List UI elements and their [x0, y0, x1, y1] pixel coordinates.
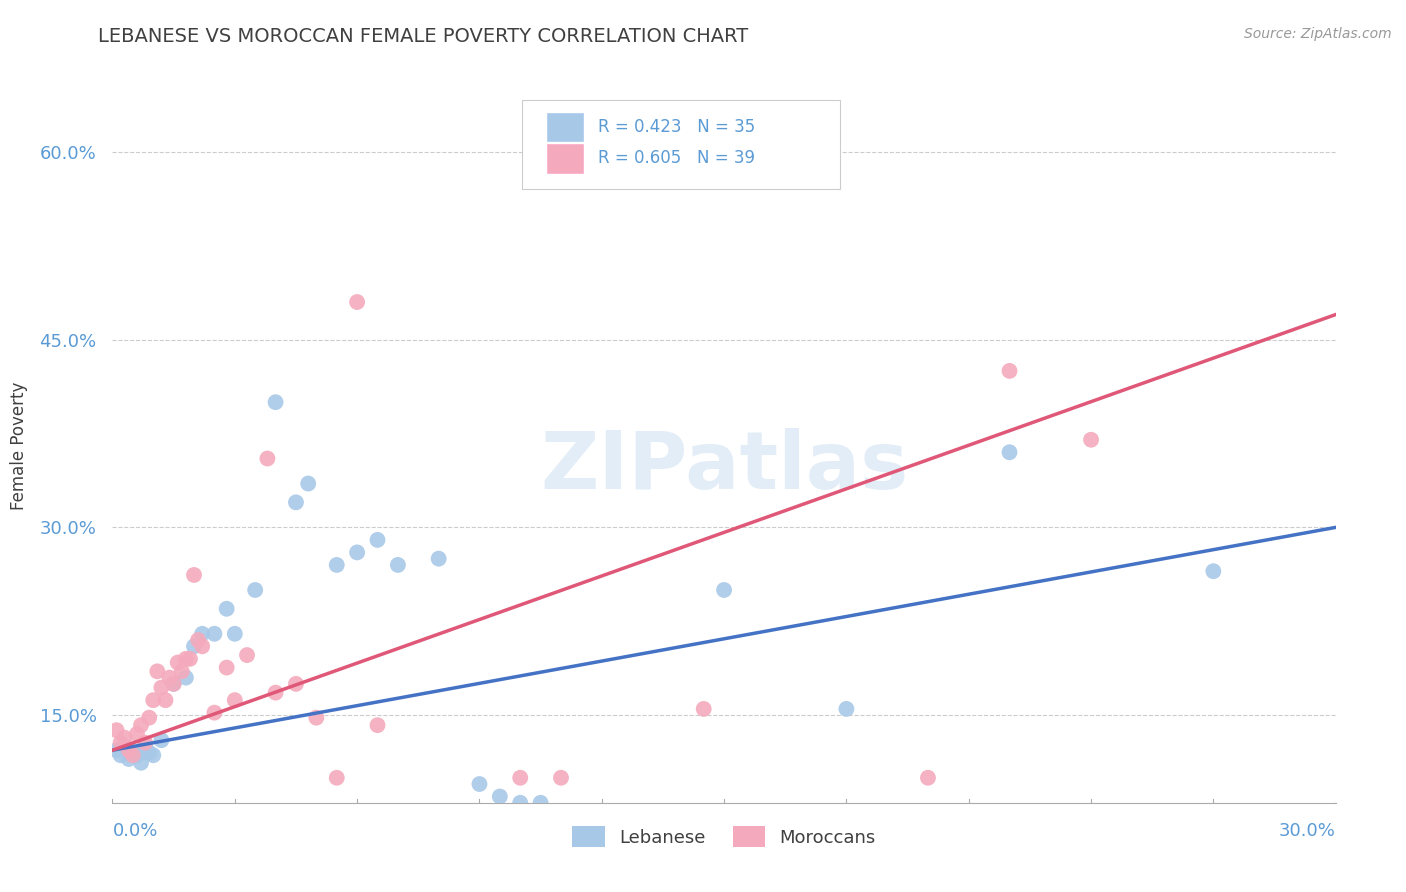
Point: [284, 495, 308, 509]
Point: [142, 693, 165, 707]
Point: [183, 640, 205, 654]
Point: [146, 665, 169, 679]
Point: [191, 627, 214, 641]
Point: [129, 756, 152, 770]
Point: [114, 739, 136, 754]
Point: [125, 727, 148, 741]
Point: [305, 711, 328, 725]
Point: [1080, 433, 1102, 447]
FancyBboxPatch shape: [547, 145, 583, 173]
Point: [326, 771, 349, 785]
Point: [150, 733, 173, 747]
Point: [835, 702, 858, 716]
Point: [125, 748, 148, 763]
Text: ZIPatlas: ZIPatlas: [540, 428, 908, 507]
Point: [998, 364, 1021, 378]
Point: [105, 723, 128, 738]
Point: [204, 706, 226, 720]
Point: [366, 718, 388, 732]
Point: [215, 601, 238, 615]
Point: [142, 748, 165, 763]
Point: [245, 582, 267, 597]
Point: [284, 677, 308, 691]
Text: 0.0%: 0.0%: [112, 822, 157, 839]
Point: [427, 551, 450, 566]
Point: [138, 711, 160, 725]
Point: [1202, 564, 1225, 578]
Point: [509, 796, 531, 810]
Y-axis label: Female Poverty: Female Poverty: [10, 382, 28, 510]
Point: [191, 640, 214, 654]
Text: LEBANESE VS MOROCCAN FEMALE POVERTY CORRELATION CHART: LEBANESE VS MOROCCAN FEMALE POVERTY CORR…: [98, 27, 748, 45]
Text: R = 0.423   N = 35: R = 0.423 N = 35: [598, 118, 755, 136]
Point: [170, 665, 193, 679]
Point: [346, 295, 368, 310]
Point: [163, 677, 186, 691]
Point: [236, 648, 259, 662]
Point: [122, 748, 145, 763]
Point: [174, 652, 197, 666]
Point: [118, 743, 141, 757]
Point: [346, 545, 368, 559]
Point: [138, 746, 160, 760]
Point: [134, 739, 156, 754]
Point: [163, 677, 186, 691]
Point: [118, 752, 141, 766]
Point: [159, 671, 181, 685]
Point: [114, 731, 136, 745]
Point: [998, 445, 1021, 459]
Point: [215, 660, 238, 674]
Point: [150, 681, 173, 695]
Point: [174, 671, 197, 685]
Point: [256, 451, 278, 466]
Point: [105, 743, 128, 757]
Point: [366, 533, 388, 547]
Point: [179, 652, 201, 666]
Point: [297, 476, 319, 491]
Point: [326, 558, 349, 572]
Point: [110, 736, 132, 750]
Point: [155, 693, 177, 707]
FancyBboxPatch shape: [522, 100, 841, 189]
Point: [134, 736, 156, 750]
Point: [187, 633, 209, 648]
Point: [264, 685, 287, 699]
Point: [509, 771, 531, 785]
Point: [110, 748, 132, 763]
FancyBboxPatch shape: [547, 112, 583, 141]
Legend: Lebanese, Moroccans: Lebanese, Moroccans: [565, 819, 883, 855]
Point: [550, 771, 572, 785]
Point: [122, 746, 145, 760]
Text: R = 0.605   N = 39: R = 0.605 N = 39: [598, 150, 755, 168]
Point: [166, 656, 188, 670]
Point: [204, 627, 226, 641]
Point: [129, 718, 152, 732]
Point: [224, 693, 246, 707]
Point: [489, 789, 512, 804]
Point: [713, 582, 735, 597]
Point: [917, 771, 939, 785]
Point: [183, 568, 205, 582]
Point: [529, 796, 551, 810]
Point: [468, 777, 491, 791]
Point: [387, 558, 409, 572]
Point: [264, 395, 287, 409]
Text: Source: ZipAtlas.com: Source: ZipAtlas.com: [1244, 27, 1392, 41]
Text: 30.0%: 30.0%: [1279, 822, 1336, 839]
Point: [693, 702, 716, 716]
Point: [224, 627, 246, 641]
